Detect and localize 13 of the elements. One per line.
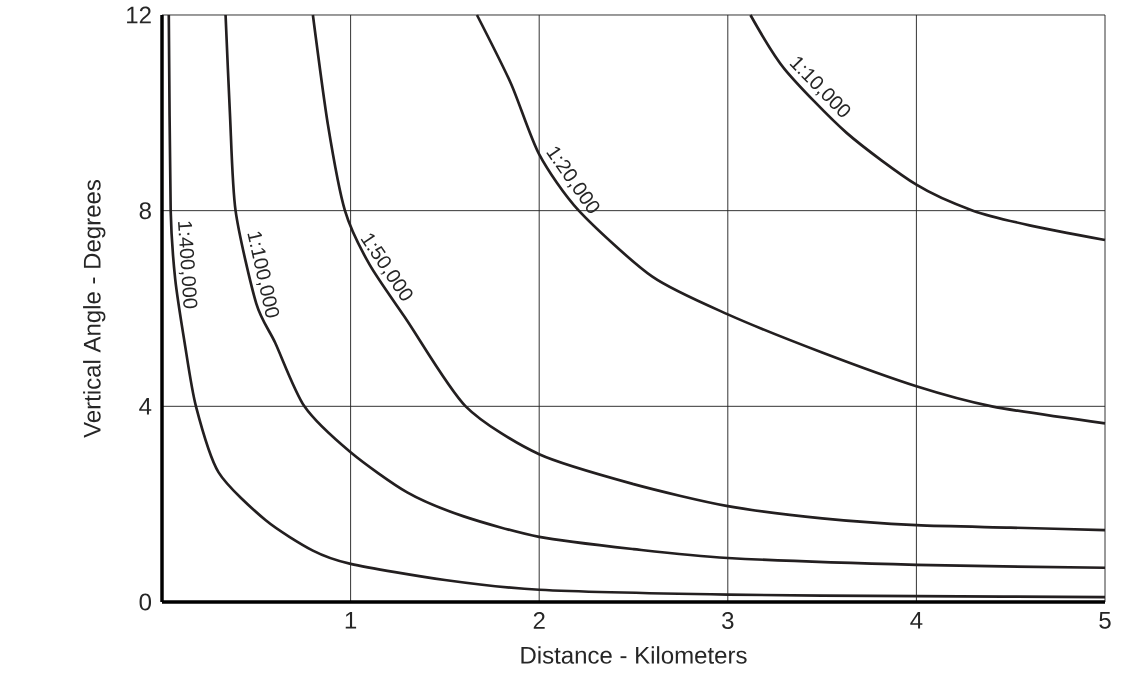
y-tick-label: 0 [139,593,152,611]
y-axis-title: Vertical Angle - Degrees [83,180,106,438]
x-axis-title: Distance - Kilometers [521,646,747,664]
y-tick-label: 12 [127,6,151,24]
x-tick-label: 5 [1099,612,1111,629]
x-tick-label: 3 [722,612,734,630]
y-tick-label: 4 [139,398,152,415]
x-tick-label: 4 [910,612,923,629]
x-tick-label: 2 [533,612,545,629]
text: 1:400,000 [178,221,198,309]
text: 1:100,000 [247,231,280,318]
x-tick-label: 1 [345,612,357,629]
y-tick-label: 8 [139,202,151,220]
